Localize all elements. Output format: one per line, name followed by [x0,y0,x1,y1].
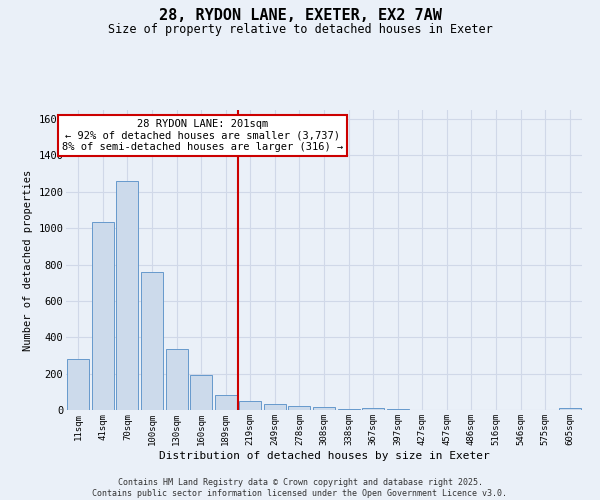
Bar [215,396,237,410]
Text: 28, RYDON LANE, EXETER, EX2 7AW: 28, RYDON LANE, EXETER, EX2 7AW [158,8,442,22]
Bar [166,349,188,410]
Bar [362,408,384,410]
Bar [264,404,286,410]
Y-axis label: Number of detached properties: Number of detached properties [23,170,32,350]
Bar [559,408,581,410]
Text: Contains HM Land Registry data © Crown copyright and database right 2025.
Contai: Contains HM Land Registry data © Crown c… [92,478,508,498]
Bar [92,222,114,410]
Bar [67,359,89,410]
Bar [116,181,139,410]
X-axis label: Distribution of detached houses by size in Exeter: Distribution of detached houses by size … [158,450,490,460]
Bar [338,409,359,410]
Text: Size of property relative to detached houses in Exeter: Size of property relative to detached ho… [107,22,493,36]
Bar [190,376,212,410]
Bar [141,272,163,410]
Bar [289,406,310,410]
Text: 28 RYDON LANE: 201sqm
← 92% of detached houses are smaller (3,737)
8% of semi-de: 28 RYDON LANE: 201sqm ← 92% of detached … [62,119,343,152]
Bar [386,409,409,410]
Bar [239,401,262,410]
Bar [313,408,335,410]
